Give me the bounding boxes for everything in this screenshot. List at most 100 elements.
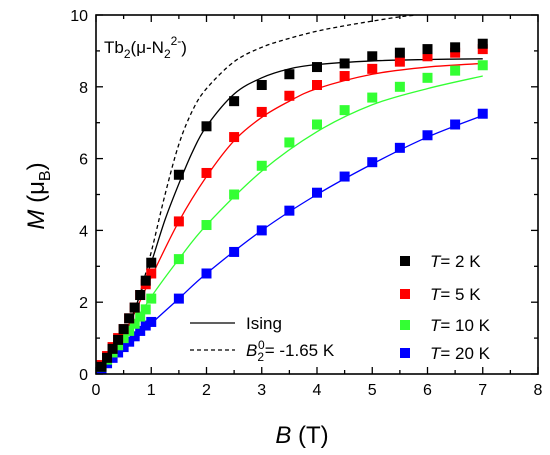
data-point xyxy=(140,304,151,315)
data-point xyxy=(450,42,461,53)
data-point xyxy=(312,62,322,73)
data-point xyxy=(256,80,267,91)
legend-label-2k: T= 2 K xyxy=(430,252,481,271)
data-point xyxy=(367,51,378,62)
legend-item-20k: T= 20 K xyxy=(400,344,491,363)
y-tick-labels: 0 2 4 6 8 10 xyxy=(70,8,88,384)
data-point xyxy=(129,331,140,342)
data-point xyxy=(339,105,350,116)
data-point xyxy=(394,56,405,67)
data-point xyxy=(113,347,124,358)
data-point xyxy=(312,119,322,130)
data-point xyxy=(146,316,157,327)
data-points xyxy=(96,38,488,374)
data-point xyxy=(422,72,433,83)
data-point xyxy=(201,268,212,279)
data-point xyxy=(96,361,107,372)
data-point xyxy=(201,121,212,132)
data-point xyxy=(256,225,267,236)
y-tick-label: 8 xyxy=(79,80,88,97)
fit-legend-b20-label: B20= -1.65 K xyxy=(246,338,335,364)
data-point xyxy=(140,320,151,331)
x-tick-label: 1 xyxy=(147,382,156,399)
data-point xyxy=(229,246,240,257)
y-axis-label: M (μB) xyxy=(23,162,54,229)
data-point xyxy=(113,340,124,351)
legend-marker-20k xyxy=(400,348,410,358)
data-point xyxy=(113,334,124,345)
data-point xyxy=(118,342,129,353)
data-point xyxy=(394,81,405,92)
data-point xyxy=(339,171,350,182)
data-point xyxy=(256,106,267,117)
y-tick-label: 10 xyxy=(70,8,88,25)
data-point xyxy=(229,132,240,143)
data-point xyxy=(201,167,212,178)
data-point xyxy=(339,58,350,69)
data-point xyxy=(450,65,461,76)
data-point xyxy=(118,324,129,335)
data-point xyxy=(312,187,322,198)
data-point xyxy=(173,254,184,265)
x-tick-label: 4 xyxy=(313,382,322,399)
sample-label: Tb2(μ-N22-) xyxy=(104,34,187,61)
series-2k-points xyxy=(96,38,488,372)
fit-legend: Ising B20= -1.65 K xyxy=(190,314,335,364)
data-point xyxy=(146,257,157,268)
data-point xyxy=(173,169,184,180)
data-point xyxy=(140,275,151,286)
legend-item-10k: T= 10 K xyxy=(400,316,491,335)
x-tick-label: 3 xyxy=(257,382,266,399)
data-point xyxy=(229,189,240,200)
data-point xyxy=(129,302,140,313)
data-point xyxy=(367,157,378,168)
legend-label-5k: T= 5 K xyxy=(430,285,481,304)
data-point xyxy=(394,142,405,153)
data-point xyxy=(135,325,146,336)
data-point xyxy=(284,137,295,148)
data-point xyxy=(146,268,157,279)
x-tick-label: 8 xyxy=(534,382,543,399)
data-point xyxy=(229,96,240,107)
data-point xyxy=(201,220,212,231)
y-tick-label: 0 xyxy=(79,367,88,384)
data-point xyxy=(124,313,135,324)
data-point xyxy=(422,130,433,141)
data-point xyxy=(124,336,135,347)
data-point xyxy=(312,80,322,91)
data-point xyxy=(102,352,113,363)
data-point xyxy=(107,352,118,363)
data-point xyxy=(146,293,157,304)
data-point xyxy=(173,293,184,304)
data-point xyxy=(477,38,488,49)
x-tick-label: 7 xyxy=(478,382,487,399)
x-axis-label: B (T) xyxy=(275,422,328,449)
x-tick-labels: 0 1 2 3 4 5 6 7 8 xyxy=(92,382,543,399)
data-point xyxy=(422,44,433,55)
data-point xyxy=(284,69,295,80)
y-tick-label: 2 xyxy=(79,295,88,312)
legend-label-10k: T= 10 K xyxy=(430,316,491,335)
data-point xyxy=(339,71,350,82)
legend-marker-10k xyxy=(400,320,410,330)
y-tick-label: 4 xyxy=(79,223,88,240)
x-tick-label: 2 xyxy=(202,382,211,399)
data-point xyxy=(367,92,378,103)
data-point xyxy=(284,90,295,101)
legend-item-5k: T= 5 K xyxy=(400,285,481,304)
data-point xyxy=(477,108,488,119)
data-point xyxy=(450,119,461,130)
data-point xyxy=(284,205,295,216)
legend-label-20k: T= 20 K xyxy=(430,344,491,363)
x-tick-label: 6 xyxy=(423,382,432,399)
data-point xyxy=(135,290,146,301)
legend-marker-2k xyxy=(400,256,410,266)
data-point xyxy=(173,216,184,227)
data-point xyxy=(477,60,488,71)
x-tick-label: 0 xyxy=(92,382,101,399)
legend-marker-5k xyxy=(400,289,410,299)
data-point xyxy=(422,51,433,62)
legend-item-2k: T= 2 K xyxy=(400,252,481,271)
